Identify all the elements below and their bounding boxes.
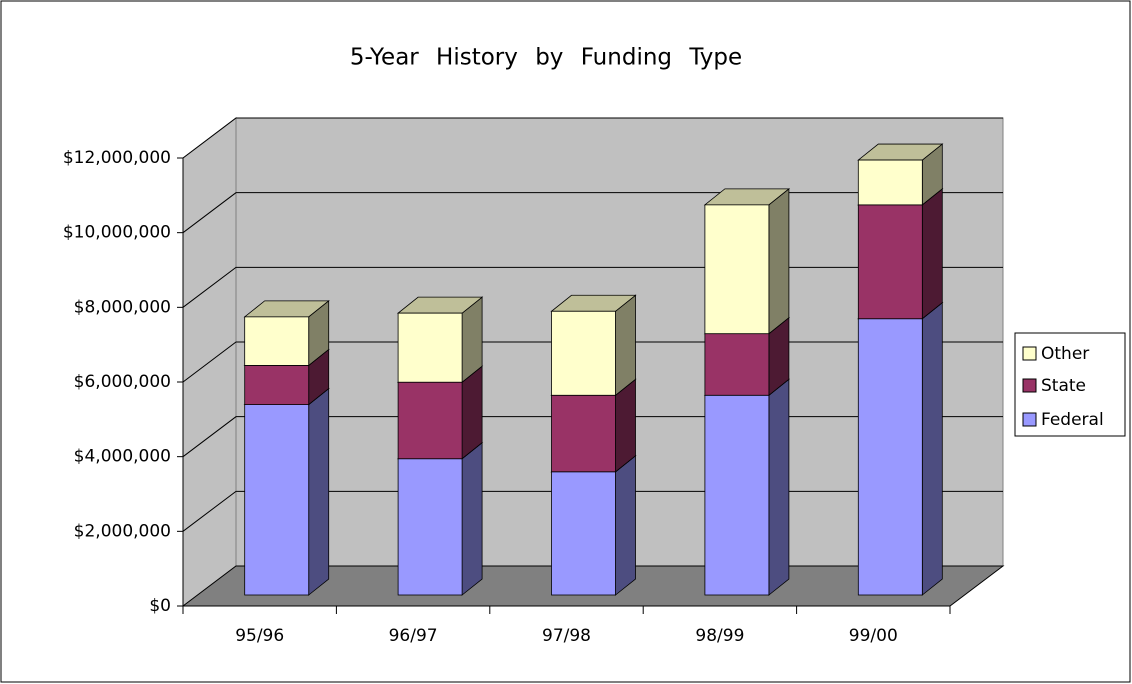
x-tick-label: 99/00 <box>849 626 898 646</box>
bar <box>704 204 770 335</box>
bar <box>704 333 770 396</box>
bar <box>551 310 616 396</box>
bar-side <box>921 188 943 320</box>
y-tick-label: $10,000,000 <box>63 223 171 243</box>
bar <box>551 471 616 596</box>
bar-side <box>615 454 636 596</box>
bar <box>857 204 923 320</box>
bar-side <box>615 294 636 397</box>
bar <box>704 394 770 596</box>
legend-swatch <box>1022 346 1037 361</box>
y-tick-label: $12,000,000 <box>63 148 171 168</box>
bar <box>397 458 463 596</box>
bar <box>857 318 923 596</box>
bar <box>244 316 310 366</box>
bar <box>551 394 616 473</box>
bar <box>857 159 923 206</box>
bar-side <box>921 301 943 596</box>
legend-swatch <box>1022 378 1037 393</box>
y-tick-label: $8,000,000 <box>74 297 171 317</box>
grid-line <box>182 117 1003 159</box>
legend-swatch <box>1022 412 1037 427</box>
bar-side <box>461 441 483 596</box>
bar-side <box>768 188 790 335</box>
legend-label: Other <box>1041 344 1089 364</box>
x-tick-label: 98/99 <box>695 626 744 646</box>
x-tick-label: 97/98 <box>542 626 591 646</box>
legend-label: State <box>1041 376 1086 396</box>
y-tick-label: $6,000,000 <box>74 372 171 392</box>
bar-side <box>768 378 790 596</box>
y-tick-label: $2,000,000 <box>74 521 171 541</box>
bar <box>244 364 310 405</box>
chart-title: 5-Year History by Funding Type <box>350 45 742 71</box>
bar-side <box>308 387 330 596</box>
bar <box>397 312 463 383</box>
x-tick-label: 95/96 <box>235 626 284 646</box>
y-tick-label: $4,000,000 <box>74 447 171 467</box>
x-tick-label: 96/97 <box>389 626 438 646</box>
bar <box>244 404 310 596</box>
legend-label: Federal <box>1041 410 1104 430</box>
y-tick-label: $0 <box>149 596 171 616</box>
bar <box>397 381 463 460</box>
